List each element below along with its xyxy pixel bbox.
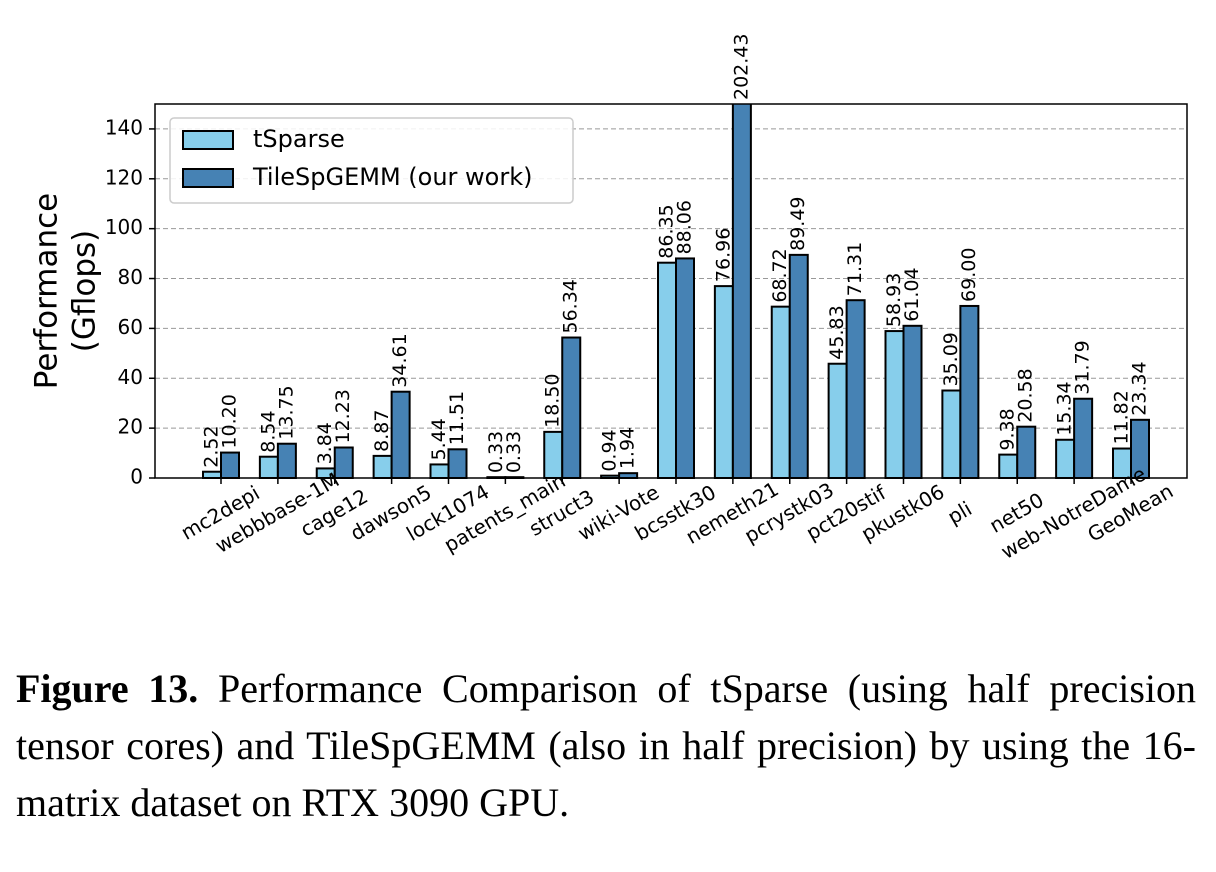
bar bbox=[561, 336, 582, 479]
y-tick-label: 40 bbox=[118, 365, 143, 389]
bar bbox=[1055, 438, 1076, 479]
value-label: 202.43 bbox=[730, 34, 752, 100]
caption-label: Figure 13. bbox=[16, 666, 199, 711]
value-label: 13.75 bbox=[275, 385, 297, 439]
legend-swatch bbox=[182, 130, 234, 150]
value-label: 76.96 bbox=[712, 228, 734, 282]
bar bbox=[1016, 425, 1037, 479]
value-label: 68.72 bbox=[769, 248, 791, 302]
bar bbox=[657, 261, 677, 479]
bar bbox=[333, 446, 354, 479]
value-label: 0.33 bbox=[485, 431, 507, 473]
value-label: 89.49 bbox=[787, 196, 809, 250]
y-tick-label: 140 bbox=[105, 115, 143, 139]
value-label: 1.94 bbox=[617, 427, 639, 469]
bar bbox=[941, 389, 962, 480]
bar bbox=[770, 305, 791, 480]
value-label: 10.20 bbox=[219, 394, 241, 448]
bar bbox=[788, 253, 809, 479]
y-tick-label: 100 bbox=[105, 215, 143, 239]
y-tick-label: 20 bbox=[118, 415, 143, 439]
y-tick-label: 120 bbox=[105, 165, 143, 189]
value-label: 0.94 bbox=[599, 429, 621, 471]
value-label: 86.35 bbox=[656, 204, 678, 258]
caption-text: Performance Comparison of tSparse (using… bbox=[16, 666, 1197, 825]
value-label: 8.54 bbox=[257, 410, 279, 452]
value-label: 45.83 bbox=[826, 305, 848, 359]
y-axis-label: (Gflops) bbox=[67, 230, 103, 353]
axes-frame bbox=[154, 103, 1188, 479]
value-label: 20.58 bbox=[1015, 368, 1037, 422]
value-label: 34.61 bbox=[389, 333, 411, 387]
value-label: 18.50 bbox=[542, 373, 564, 427]
bar bbox=[1073, 397, 1094, 480]
bar bbox=[959, 304, 980, 479]
value-label: 3.84 bbox=[314, 422, 336, 464]
bar bbox=[276, 442, 297, 480]
bar bbox=[845, 299, 866, 480]
bar bbox=[220, 451, 240, 479]
bar bbox=[998, 453, 1019, 479]
bar bbox=[258, 455, 279, 480]
value-label: 11.51 bbox=[446, 391, 468, 445]
bar bbox=[713, 285, 734, 479]
bar bbox=[447, 448, 468, 479]
bar bbox=[827, 362, 848, 479]
x-tick-label: pli bbox=[943, 496, 976, 529]
value-label: 9.38 bbox=[997, 408, 1019, 450]
value-label: 88.06 bbox=[674, 200, 696, 254]
y-tick-label: 60 bbox=[118, 315, 143, 339]
legend-label: TileSpGEMM (our work) bbox=[252, 163, 533, 191]
bar bbox=[429, 463, 450, 480]
bar bbox=[902, 324, 923, 480]
value-label: 5.44 bbox=[428, 418, 450, 460]
legend-box bbox=[169, 117, 574, 204]
y-tick-label: 80 bbox=[118, 265, 143, 289]
value-label: 69.00 bbox=[958, 248, 980, 302]
value-label: 31.79 bbox=[1072, 340, 1094, 394]
value-label: 15.34 bbox=[1054, 381, 1076, 435]
value-label: 71.31 bbox=[844, 242, 866, 296]
value-label: 0.33 bbox=[503, 431, 525, 473]
value-label: 12.23 bbox=[332, 389, 354, 443]
y-tick-label: 0 bbox=[130, 465, 143, 489]
value-label: 11.82 bbox=[1111, 390, 1133, 444]
bar bbox=[372, 454, 393, 479]
value-label: 58.93 bbox=[883, 273, 905, 327]
legend-label: tSparse bbox=[253, 125, 345, 153]
value-label: 61.04 bbox=[901, 267, 923, 321]
value-label: 8.87 bbox=[371, 410, 393, 452]
value-label: 2.52 bbox=[201, 425, 223, 467]
caption: Figure 13. Performance Comparison of tSp… bbox=[16, 660, 1196, 831]
bar bbox=[884, 330, 905, 479]
value-label: 35.09 bbox=[940, 332, 962, 386]
y-axis-label: Performance bbox=[29, 193, 65, 389]
legend-swatch bbox=[182, 168, 234, 188]
value-label: 56.34 bbox=[560, 279, 582, 333]
bar bbox=[202, 470, 222, 479]
value-label: 23.34 bbox=[1129, 361, 1151, 415]
bar bbox=[390, 390, 411, 479]
bar bbox=[675, 257, 695, 479]
